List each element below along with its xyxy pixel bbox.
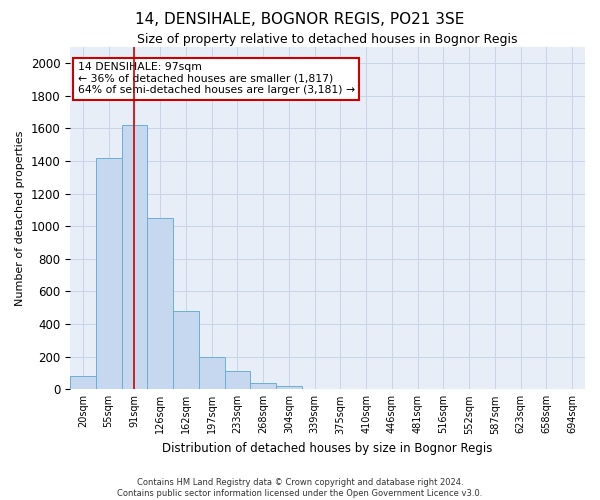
Bar — [70, 376, 96, 390]
Text: 14, DENSIHALE, BOGNOR REGIS, PO21 3SE: 14, DENSIHALE, BOGNOR REGIS, PO21 3SE — [136, 12, 464, 28]
Text: 14 DENSIHALE: 97sqm
← 36% of detached houses are smaller (1,817)
64% of semi-det: 14 DENSIHALE: 97sqm ← 36% of detached ho… — [78, 62, 355, 96]
Bar — [173, 311, 199, 390]
Title: Size of property relative to detached houses in Bognor Regis: Size of property relative to detached ho… — [137, 32, 518, 46]
Bar — [250, 383, 276, 390]
Bar — [199, 356, 224, 390]
Bar — [224, 372, 250, 390]
Bar — [96, 158, 122, 390]
Text: Contains HM Land Registry data © Crown copyright and database right 2024.
Contai: Contains HM Land Registry data © Crown c… — [118, 478, 482, 498]
Y-axis label: Number of detached properties: Number of detached properties — [15, 130, 25, 306]
Bar — [122, 125, 147, 390]
X-axis label: Distribution of detached houses by size in Bognor Regis: Distribution of detached houses by size … — [163, 442, 493, 455]
Bar — [147, 218, 173, 390]
Bar — [276, 386, 302, 390]
